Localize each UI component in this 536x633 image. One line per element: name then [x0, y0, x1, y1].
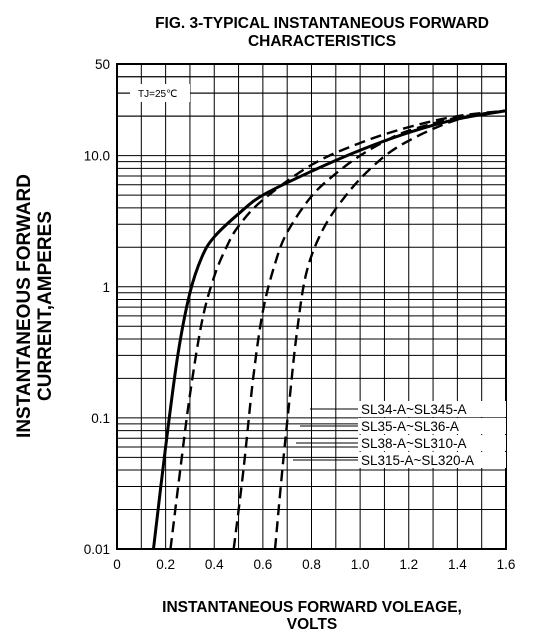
series-line-4: [273, 109, 507, 550]
annotation-tj: TJ=25℃: [138, 89, 177, 100]
x-axis-label-line-1: INSTANTANEOUS FORWARD VOLEAGE,: [162, 599, 462, 616]
series-line-2: [169, 109, 507, 550]
x-tick-label: 1.2: [399, 557, 418, 572]
x-tick-label: 1.0: [351, 557, 370, 572]
tick-labels: 0 0.2 0.4 0.6 0.8 1.0 1.2 1.4 1.6 50 10.0 1 0.1 0.01: [84, 57, 516, 572]
y-tick-label: 0.01: [84, 542, 110, 557]
series-lines: [151, 109, 507, 550]
grid: [117, 64, 506, 549]
chart-title: FIG. 3-TYPICAL INSTANTANEOUS FORWARD CHA…: [155, 15, 489, 50]
y-axis-label-line-1: INSTANTANEOUS FORWARD: [14, 174, 35, 438]
y-tick-label: 0.1: [91, 411, 110, 426]
legend-label-backdrop: [358, 401, 506, 417]
x-tick-label: 1.6: [497, 557, 516, 572]
legend-label-backdrop: [358, 452, 506, 468]
plot-frame: [116, 63, 507, 550]
x-tick-label: 0.6: [253, 557, 272, 572]
legend-label-backdrop: [358, 418, 506, 434]
x-tick-label: 0.2: [156, 557, 175, 572]
x-tick-label: 0.8: [302, 557, 321, 572]
legend-label-backdrop: [358, 435, 506, 451]
legend: SL34-A~SL345-A SL35-A~SL36-A SL38-A~SL310-…: [293, 401, 506, 468]
x-axis-label: INSTANTANEOUS FORWARD VOLEAGE, VOLTS: [162, 599, 462, 633]
series-line-3: [232, 109, 507, 550]
legend-label-3: SL38-A~SL310-A: [361, 436, 466, 451]
chart-title-line-1: FIG. 3-TYPICAL INSTANTANEOUS FORWARD: [155, 15, 489, 32]
series-line-1: [151, 109, 507, 550]
legend-label-2: SL35-A~SL36-A: [361, 419, 459, 434]
y-tick-label: 1: [102, 280, 110, 295]
legend-label-1: SL34-A~SL345-A: [361, 402, 466, 417]
y-tick-label: 50: [95, 57, 110, 72]
y-axis-label: INSTANTANEOUS FORWARD CURRENT,AMPERES: [14, 174, 56, 438]
x-tick-label: 0: [113, 557, 121, 572]
temperature-annotation: TJ=25℃: [130, 84, 190, 102]
chart-title-line-2: CHARACTERISTICS: [248, 33, 396, 50]
x-tick-label: 0.4: [205, 557, 224, 572]
y-axis-label-line-2: CURRENT,AMPERES: [35, 211, 56, 401]
x-tick-label: 1.4: [448, 557, 467, 572]
x-axis-label-line-2: VOLTS: [287, 616, 338, 633]
y-tick-label: 10.0: [84, 149, 110, 164]
legend-label-4: SL315-A~SL320-A: [361, 453, 474, 468]
